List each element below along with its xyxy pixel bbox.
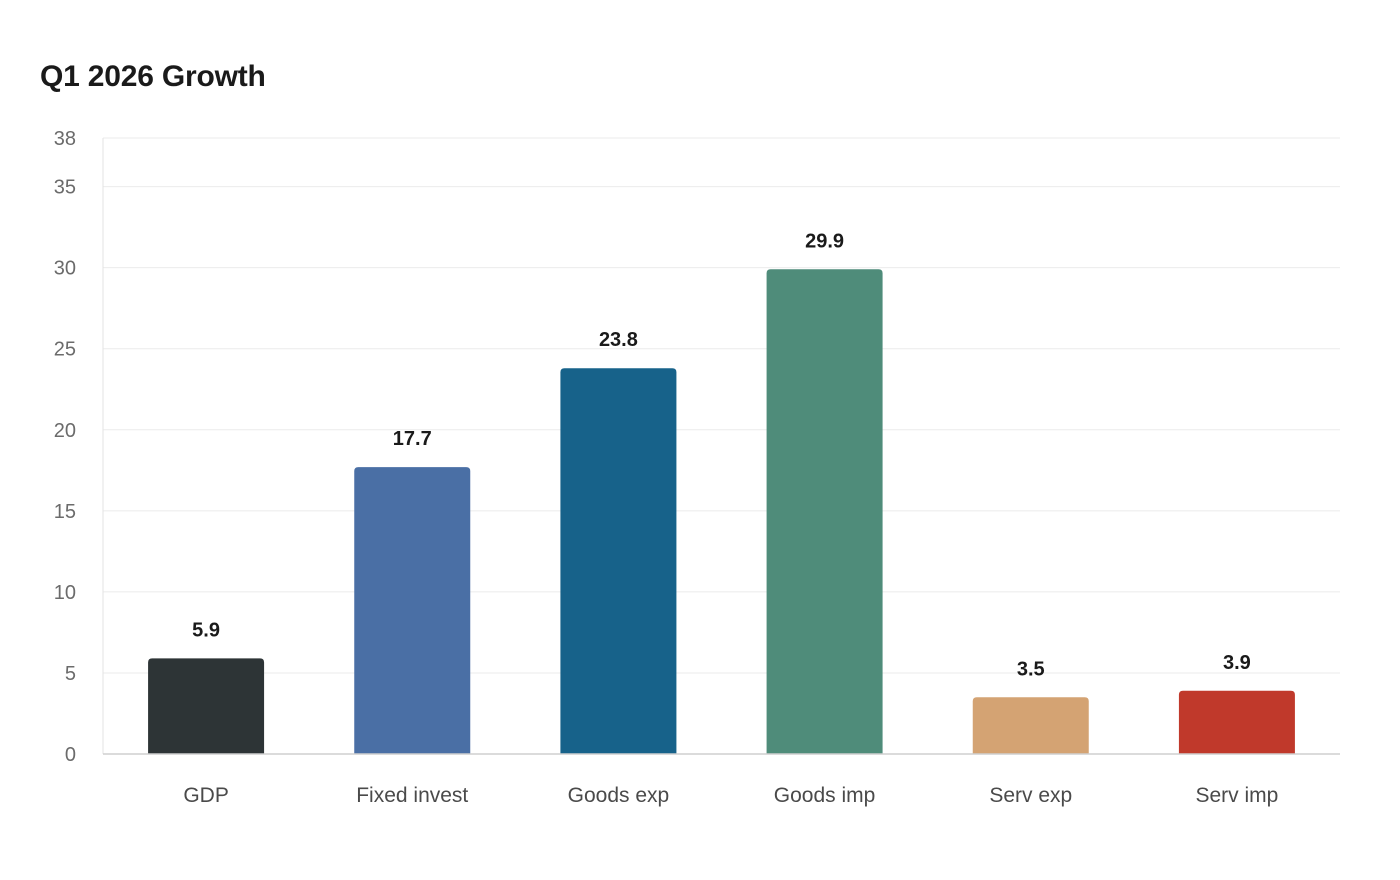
y-tick-label: 25 xyxy=(54,339,76,361)
bar-serv-exp xyxy=(972,697,1089,754)
bar-fixed-invest xyxy=(354,467,471,754)
y-tick-label: 15 xyxy=(54,501,76,523)
axes xyxy=(102,138,1340,755)
y-tick-label: 20 xyxy=(54,420,76,442)
y-tick-label: 0 xyxy=(65,744,76,766)
x-tick-label: Goods imp xyxy=(774,784,876,807)
chart-title: Q1 2026 Growth xyxy=(40,60,266,93)
data-label: 5.9 xyxy=(192,619,220,641)
y-tick-label: 10 xyxy=(54,582,76,604)
bar-gdp xyxy=(148,658,265,754)
data-label: 23.8 xyxy=(599,329,638,351)
x-tick-label: Fixed invest xyxy=(356,784,468,807)
y-tick-label: 35 xyxy=(54,177,76,199)
y-tick-label: 30 xyxy=(54,258,76,280)
data-label: 17.7 xyxy=(393,428,432,450)
y-tick-label: 5 xyxy=(65,663,76,685)
bar-goods-imp xyxy=(766,269,883,754)
x-tick-label: Serv exp xyxy=(989,784,1072,807)
bar-serv-imp xyxy=(1178,690,1295,754)
bar-goods-exp xyxy=(560,368,677,754)
bars xyxy=(148,269,1295,754)
y-tick-label: 38 xyxy=(54,128,76,150)
data-label: 3.9 xyxy=(1223,652,1251,674)
grid-lines xyxy=(103,137,1340,674)
x-tick-label: Goods exp xyxy=(568,784,670,807)
data-label: 3.5 xyxy=(1017,658,1045,680)
x-tick-label: Serv imp xyxy=(1195,784,1278,807)
labels: 0 5 10 15 20 25 30 35 38 5.9 GDP 17.7 Fixed invest 23… xyxy=(54,128,1279,807)
data-label: 29.9 xyxy=(805,230,844,252)
x-tick-label: GDP xyxy=(183,784,229,807)
